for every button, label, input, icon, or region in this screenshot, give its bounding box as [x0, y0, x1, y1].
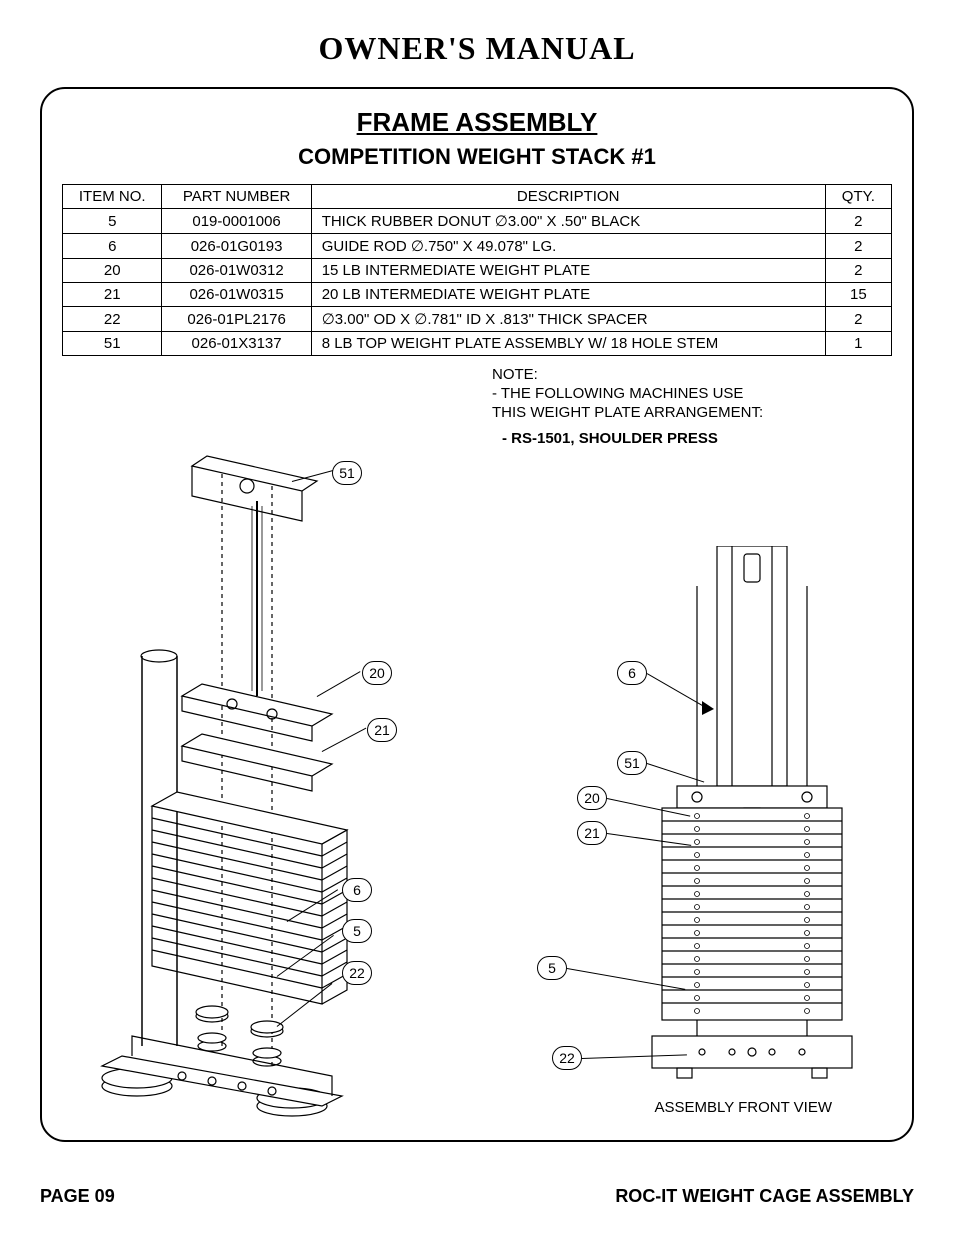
manual-title: OWNER'S MANUAL: [40, 30, 914, 67]
table-header-row: ITEM NO. PART NUMBER DESCRIPTION QTY.: [63, 185, 892, 209]
cell-qty: 2: [825, 307, 891, 332]
table-row: 20 026-01W0312 15 LB INTERMEDIATE WEIGHT…: [63, 259, 892, 283]
note-line1: - THE FOLLOWING MACHINES USE: [492, 385, 763, 404]
col-qty: QTY.: [825, 185, 891, 209]
cell-item: 51: [63, 332, 162, 356]
callout-20: 20: [362, 661, 392, 685]
col-part: PART NUMBER: [162, 185, 311, 209]
cell-part: 026-01W0312: [162, 259, 311, 283]
subsection-title: COMPETITION WEIGHT STACK #1: [62, 144, 892, 170]
cell-part: 026-01X3137: [162, 332, 311, 356]
cell-qty: 15: [825, 283, 891, 307]
cell-part: 026-01W0315: [162, 283, 311, 307]
cell-qty: 2: [825, 234, 891, 259]
cell-part: 026-01PL2176: [162, 307, 311, 332]
cell-item: 21: [63, 283, 162, 307]
callout-22: 22: [342, 961, 372, 985]
cell-desc: 8 LB TOP WEIGHT PLATE ASSEMBLY W/ 18 HOL…: [311, 332, 825, 356]
table-row: 51 026-01X3137 8 LB TOP WEIGHT PLATE ASS…: [63, 332, 892, 356]
callout-21: 21: [367, 718, 397, 742]
table-row: 21 026-01W0315 20 LB INTERMEDIATE WEIGHT…: [63, 283, 892, 307]
arrowhead-icon: [702, 701, 722, 721]
table-row: 6 026-01G0193 GUIDE ROD ∅.750" X 49.078"…: [63, 234, 892, 259]
callout-6: 6: [342, 878, 372, 902]
callout-r51: 51: [617, 751, 647, 775]
callout-r5: 5: [537, 956, 567, 980]
cell-desc: GUIDE ROD ∅.750" X 49.078" LG.: [311, 234, 825, 259]
table-row: 22 026-01PL2176 ∅3.00" OD X ∅.781" ID X …: [63, 307, 892, 332]
callout-r6: 6: [617, 661, 647, 685]
exploded-view-svg: [82, 406, 412, 1126]
assembly-caption: ASSEMBLY FRONT VIEW: [654, 1099, 832, 1116]
page-footer: PAGE 09 ROC-IT WEIGHT CAGE ASSEMBLY: [40, 1186, 914, 1207]
col-desc: DESCRIPTION: [311, 185, 825, 209]
cell-item: 20: [63, 259, 162, 283]
cell-qty: 2: [825, 209, 891, 234]
cell-desc: 15 LB INTERMEDIATE WEIGHT PLATE: [311, 259, 825, 283]
page-number: PAGE 09: [40, 1186, 115, 1207]
col-item: ITEM NO.: [63, 185, 162, 209]
frame-box: FRAME ASSEMBLY COMPETITION WEIGHT STACK …: [40, 87, 914, 1142]
note-block: NOTE: - THE FOLLOWING MACHINES USE THIS …: [492, 366, 763, 449]
cell-qty: 2: [825, 259, 891, 283]
cell-desc: 20 LB INTERMEDIATE WEIGHT PLATE: [311, 283, 825, 307]
note-label: NOTE:: [492, 366, 763, 385]
note-machine: - RS-1501, SHOULDER PRESS: [502, 430, 763, 449]
cell-item: 5: [63, 209, 162, 234]
cell-part: 019-0001006: [162, 209, 311, 234]
callout-r20: 20: [577, 786, 607, 810]
callout-5: 5: [342, 919, 372, 943]
parts-table: ITEM NO. PART NUMBER DESCRIPTION QTY. 5 …: [62, 184, 892, 356]
table-row: 5 019-0001006 THICK RUBBER DONUT ∅3.00" …: [63, 209, 892, 234]
callout-51: 51: [332, 461, 362, 485]
front-view-svg: [622, 546, 882, 1106]
cell-desc: ∅3.00" OD X ∅.781" ID X .813" THICK SPAC…: [311, 307, 825, 332]
diagram-area: NOTE: - THE FOLLOWING MACHINES USE THIS …: [62, 366, 892, 1126]
product-name: ROC-IT WEIGHT CAGE ASSEMBLY: [615, 1186, 914, 1207]
note-line2: THIS WEIGHT PLATE ARRANGEMENT:: [492, 404, 763, 423]
callout-r22: 22: [552, 1046, 582, 1070]
cell-desc: THICK RUBBER DONUT ∅3.00" X .50" BLACK: [311, 209, 825, 234]
cell-item: 6: [63, 234, 162, 259]
cell-part: 026-01G0193: [162, 234, 311, 259]
callout-r21: 21: [577, 821, 607, 845]
section-title: FRAME ASSEMBLY: [62, 107, 892, 138]
cell-qty: 1: [825, 332, 891, 356]
cell-item: 22: [63, 307, 162, 332]
